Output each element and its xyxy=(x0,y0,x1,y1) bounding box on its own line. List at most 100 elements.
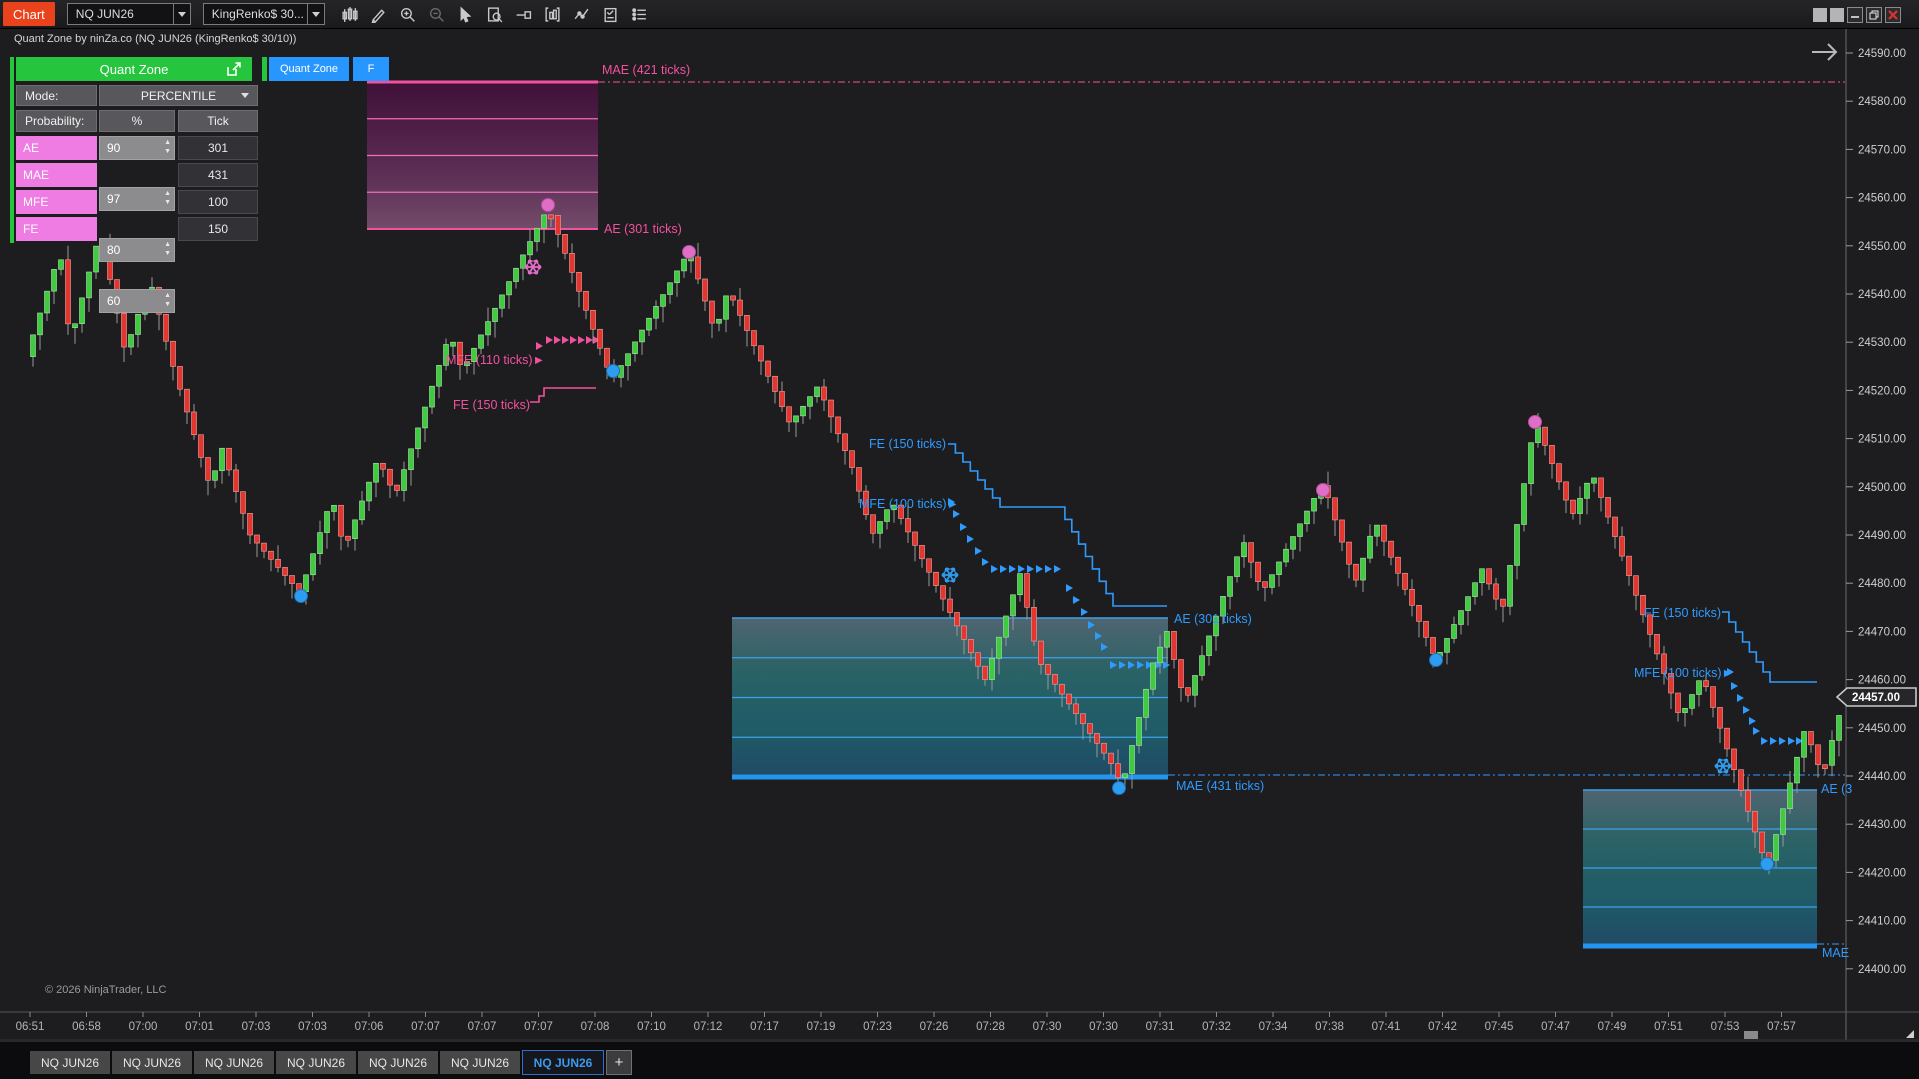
add-tab-button[interactable]: + xyxy=(606,1050,632,1075)
spinner-icon[interactable]: ▲ ▼ xyxy=(164,190,171,206)
price-axis[interactable]: 24590.00 24580.00 24570.00 24560.00 24550.00… xyxy=(1835,48,1917,976)
time-axis-label: 07:17 xyxy=(750,1021,779,1033)
zoom-in-icon[interactable] xyxy=(399,5,417,23)
snowflake-icon xyxy=(524,259,542,275)
price-axis-label: 24490.00 xyxy=(1858,530,1906,542)
price-axis-label: 24500.00 xyxy=(1858,482,1906,494)
expand-icon[interactable] xyxy=(224,60,244,78)
time-axis-label: 07:49 xyxy=(1598,1021,1627,1033)
time-axis-label: 07:32 xyxy=(1202,1021,1231,1033)
time-axis-label: 07:53 xyxy=(1711,1021,1740,1033)
indicators-icon[interactable] xyxy=(573,5,591,23)
fe-percent-input[interactable]: 60 ▲ ▼ xyxy=(99,289,175,313)
mae-percent-input[interactable]: 97 ▲ ▼ xyxy=(99,187,175,211)
row-label-fe: FE xyxy=(16,217,97,241)
time-axis-label: 07:30 xyxy=(1033,1021,1062,1033)
minimize-icon[interactable] xyxy=(1847,7,1863,23)
strategies-icon[interactable] xyxy=(602,5,620,23)
time-axis-label: 07:01 xyxy=(185,1021,214,1033)
instrument-value: NQ JUN26 xyxy=(75,7,134,21)
panel-toggle-icon[interactable] xyxy=(1813,8,1827,22)
fe-tick-value: 150 xyxy=(178,217,258,241)
workspace-tab[interactable]: NQ JUN26 xyxy=(440,1051,520,1074)
time-axis-label: 07:00 xyxy=(129,1021,158,1033)
toolbar-icons xyxy=(341,5,649,23)
mode-dropdown[interactable]: PERCENTILE xyxy=(99,85,258,106)
ae-percent-input[interactable]: 90 ▲ ▼ xyxy=(99,136,175,160)
time-axis[interactable]: 06:51 06:58 07:00 07:01 07:03 07:03 07:06 07:07… xyxy=(16,1012,1796,1033)
mfe-percent-input[interactable]: 80 ▲ ▼ xyxy=(99,238,175,262)
ae-tick-value: 301 xyxy=(178,136,258,160)
chart-menu-button[interactable]: Chart xyxy=(3,2,55,26)
time-axis-label: 07:10 xyxy=(637,1021,666,1033)
price-axis-label: 24530.00 xyxy=(1858,337,1906,349)
row-label-mae: MAE xyxy=(16,163,97,187)
chevron-down-icon xyxy=(241,93,249,98)
time-axis-label: 07:03 xyxy=(298,1021,327,1033)
probability-label: Probability: xyxy=(16,110,97,132)
mfe-tick-value: 100 xyxy=(178,190,258,214)
scroll-right-arrow-icon[interactable] xyxy=(1812,43,1838,61)
row-label-mfe: MFE xyxy=(16,190,97,214)
snowflake-icon xyxy=(941,567,959,583)
time-axis-label: 07:03 xyxy=(242,1021,271,1033)
tab-f[interactable]: F xyxy=(353,57,389,81)
cursor-icon[interactable] xyxy=(457,5,475,23)
chart-trader-icon[interactable] xyxy=(544,5,562,23)
quant-zone-panel: Quant Zone Quant Zone F Mode: PERCENTILE… xyxy=(0,0,389,313)
zoom-out-icon[interactable] xyxy=(428,5,446,23)
resize-corner-icon[interactable] xyxy=(1906,1030,1914,1038)
series-value: KingRenko$ 30... xyxy=(211,7,304,21)
trade-marker-dot xyxy=(1112,781,1126,795)
time-axis-label: 07:42 xyxy=(1428,1021,1457,1033)
tab-quant-zone[interactable]: Quant Zone xyxy=(269,57,349,81)
spinner-icon[interactable]: ▲ ▼ xyxy=(164,139,171,155)
mode-label: Mode: xyxy=(16,85,97,106)
price-axis-label: 24420.00 xyxy=(1858,867,1906,879)
panel-accent-bar xyxy=(10,57,14,243)
spinner-icon[interactable]: ▲ ▼ xyxy=(164,292,171,308)
workspace-tab[interactable]: NQ JUN26 xyxy=(112,1051,192,1074)
zone-label: MFE (100 ticks)► xyxy=(1634,666,1734,680)
panel-header[interactable]: Quant Zone xyxy=(16,57,252,81)
fe-percent-value: 60 xyxy=(107,294,121,308)
time-axis-label: 07:26 xyxy=(920,1021,949,1033)
instrument-selector[interactable]: NQ JUN26 xyxy=(66,3,191,25)
series-selector[interactable]: KingRenko$ 30... xyxy=(202,3,325,25)
price-axis-label: 24480.00 xyxy=(1858,578,1906,590)
trade-marker-dot xyxy=(682,245,696,259)
mode-value: PERCENTILE xyxy=(140,88,217,103)
properties-icon[interactable] xyxy=(631,5,649,23)
tick-column-header: Tick xyxy=(178,110,258,132)
price-axis-label: 24520.00 xyxy=(1858,385,1906,397)
workspace-tab[interactable]: NQ JUN26 xyxy=(30,1051,110,1074)
price-axis-label: 24540.00 xyxy=(1858,289,1906,301)
fe-step-line xyxy=(1722,611,1817,683)
panel-toggle-icon[interactable] xyxy=(1830,8,1844,22)
zone-label: MAE (431 ticks) xyxy=(1176,779,1264,793)
drawing-tools-icon[interactable] xyxy=(370,5,388,23)
workspace-tab-active[interactable]: NQ JUN26 xyxy=(522,1050,604,1075)
order-entry-icon[interactable] xyxy=(515,5,533,23)
mae-percent-value: 97 xyxy=(107,192,121,206)
time-axis-label: 07:08 xyxy=(581,1021,610,1033)
close-icon[interactable] xyxy=(1885,7,1901,23)
copyright-text: © 2026 NinjaTrader, LLC xyxy=(45,984,167,996)
workspace-tab[interactable]: NQ JUN26 xyxy=(276,1051,356,1074)
workspace-tab[interactable]: NQ JUN26 xyxy=(194,1051,274,1074)
data-box-icon[interactable] xyxy=(486,5,504,23)
spinner-icon[interactable]: ▲ ▼ xyxy=(164,241,171,257)
mfe-percent-value: 80 xyxy=(107,243,121,257)
time-axis-label: 07:47 xyxy=(1541,1021,1570,1033)
workspace-tab[interactable]: NQ JUN26 xyxy=(358,1051,438,1074)
time-axis-label: 07:30 xyxy=(1089,1021,1118,1033)
bar-type-icon[interactable] xyxy=(341,5,359,23)
restore-icon[interactable] xyxy=(1866,7,1882,23)
fe-step-line xyxy=(530,387,596,403)
time-axis-label: 07:07 xyxy=(411,1021,440,1033)
h-scrollbar-thumb[interactable] xyxy=(1744,1031,1758,1039)
zone-label: FE (150 ticks) xyxy=(869,437,946,451)
mfe-arrow-trail xyxy=(1727,668,1803,745)
